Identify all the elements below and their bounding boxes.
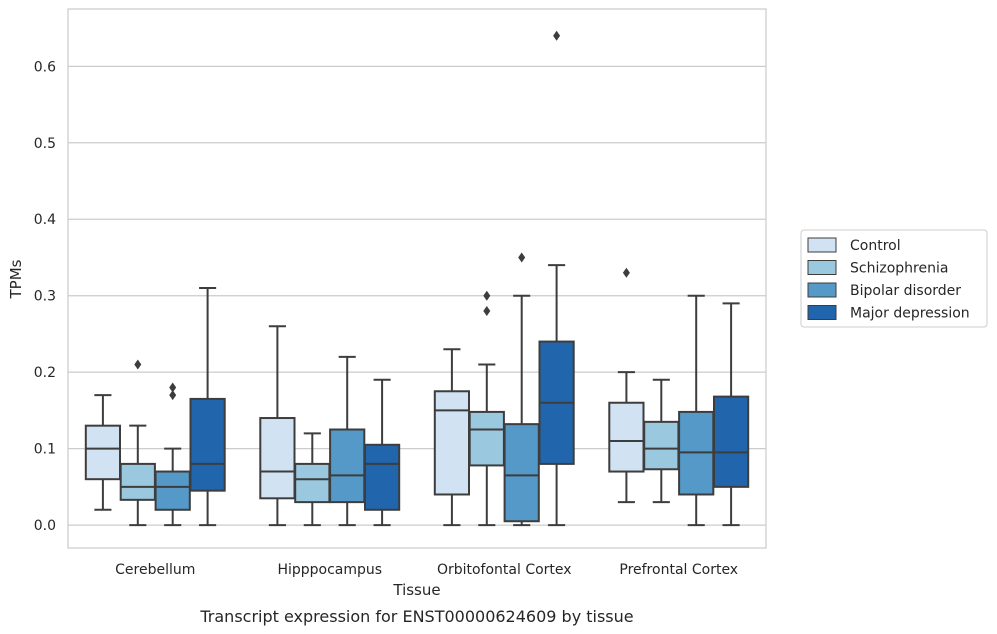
box-control: [608, 267, 645, 504]
iqr-box: [608, 401, 645, 473]
legend-frame: [800, 229, 988, 328]
x-axis-label: Tissue: [392, 581, 440, 599]
legend-items: Control Schizophrenia Bipolar disorder Majo…: [807, 237, 970, 322]
legend-swatch: [807, 260, 837, 275]
outlier-point: [483, 305, 491, 316]
box-schizophrenia: [294, 432, 331, 527]
outlier-point: [553, 30, 561, 41]
box-bipolar-disorder: [154, 382, 191, 527]
legend-label: Major depression: [850, 306, 970, 322]
y-tick-label: 0.5: [34, 136, 56, 152]
box-major-depression: [712, 302, 750, 527]
box-control: [84, 394, 122, 511]
grid-lines: [68, 65, 766, 526]
legend-label: Control: [850, 238, 901, 254]
iqr-box: [643, 420, 680, 471]
plot-area-frame: [67, 8, 767, 549]
box-control: [259, 325, 296, 527]
outlier-point: [622, 267, 630, 278]
legend-label: Schizophrenia: [850, 261, 948, 277]
iqr-box: [259, 417, 296, 500]
legend-label: Bipolar disorder: [850, 283, 961, 299]
iqr-box: [433, 390, 471, 496]
y-tick-label: 0.2: [34, 365, 56, 381]
iqr-box: [119, 462, 156, 501]
x-tick-label: Orbitofontal Cortex: [437, 562, 572, 578]
iqr-box: [84, 424, 122, 481]
legend-swatch: [807, 237, 837, 253]
y-tick-label: 0.3: [34, 289, 56, 305]
box-control: [433, 348, 471, 527]
iqr-box: [468, 410, 505, 467]
legend: Control Schizophrenia Bipolar disorder Majo…: [800, 229, 988, 328]
iqr-box: [503, 423, 540, 523]
boxes: [84, 30, 750, 527]
iqr-box: [329, 428, 366, 504]
box-schizophrenia: [119, 359, 156, 527]
box-major-depression: [538, 30, 575, 527]
outlier-point: [518, 252, 526, 263]
legend-swatch: [807, 282, 837, 298]
iqr-box: [189, 397, 226, 492]
y-tick-labels: 0.0 0.1 0.2 0.3 0.4 0.5 0.6: [34, 59, 56, 534]
y-tick-label: 0.1: [34, 442, 56, 458]
y-tick-label: 0.4: [34, 212, 56, 228]
box-major-depression: [189, 287, 226, 527]
y-tick-label: 0.6: [34, 59, 56, 75]
outlier-point: [169, 382, 177, 393]
x-tick-labels: Cerebellum Hipppocampus Orbitofontal Corte…: [115, 562, 738, 578]
x-tick-label: Prefrontal Cortex: [619, 562, 738, 578]
outlier-point: [483, 290, 491, 301]
legend-swatch: [807, 305, 837, 320]
outlier-point: [169, 390, 177, 401]
box-major-depression: [363, 378, 401, 527]
iqr-box: [363, 443, 401, 511]
x-tick-label: Cerebellum: [115, 562, 195, 578]
iqr-box: [294, 462, 331, 504]
box-schizophrenia: [643, 378, 680, 504]
chart-caption: Transcript expression for ENST0000062460…: [199, 607, 633, 626]
iqr-box: [154, 470, 191, 511]
box-bipolar-disorder: [678, 294, 715, 527]
box-schizophrenia: [468, 290, 505, 527]
box-bipolar-disorder: [503, 252, 540, 527]
box-bipolar-disorder: [329, 355, 366, 527]
y-tick-label: 0.0: [34, 518, 56, 534]
y-axis-label: TPMs: [7, 259, 25, 299]
x-tick-label: Hipppocampus: [277, 562, 382, 578]
outlier-point: [134, 359, 142, 370]
iqr-box: [712, 395, 750, 488]
